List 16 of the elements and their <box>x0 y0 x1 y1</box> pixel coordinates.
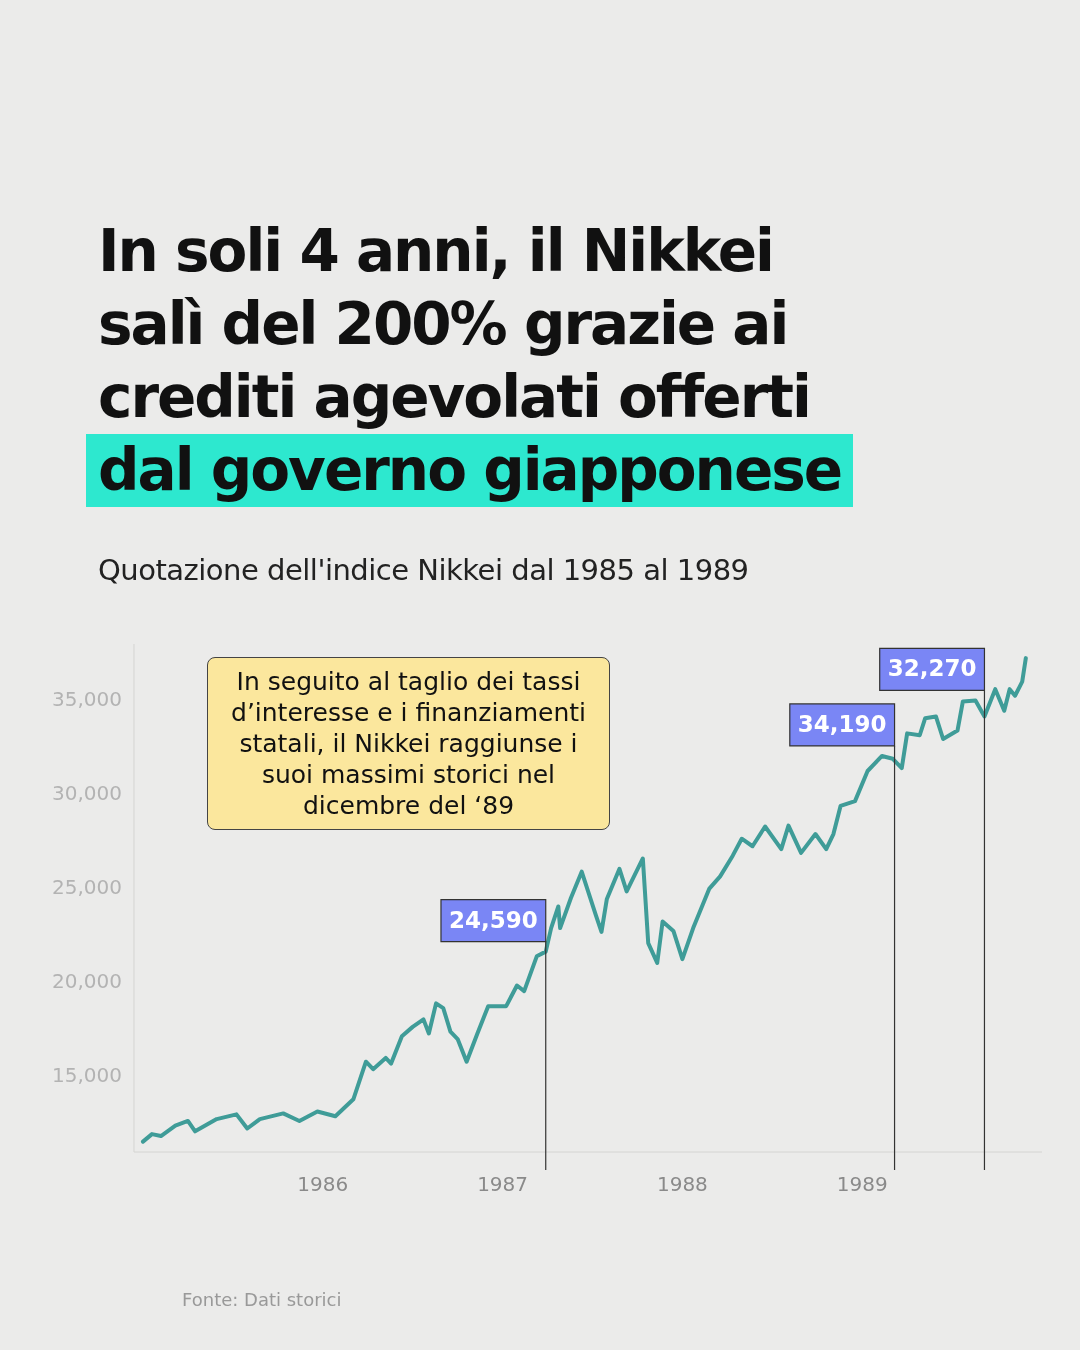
x-tick-label: 1986 <box>297 1172 349 1197</box>
y-tick-label: 30,000 <box>52 780 122 805</box>
y-tick-label: 35,000 <box>52 686 122 711</box>
x-tick-label: 1989 <box>836 1172 888 1197</box>
y-tick-label: 25,000 <box>52 874 122 899</box>
source-note: Fonte: Dati storici <box>182 1289 342 1310</box>
annotation: 24,590 <box>448 906 538 933</box>
y-tick-label: 15,000 <box>52 1062 122 1087</box>
chart-subtitle: Quotazione dell'indice Nikkei dal 1985 al 1989 <box>98 553 749 587</box>
annotation: In seguito al taglio dei tassi d’interesse e i finanziamenti statali, il Nikkei raggiunse i suoi massimi storici nel dicembre del ‘89 <box>207 657 610 830</box>
chart-title: In soli 4 anni, il Nikkei salì del 200% grazie ai crediti agevolati offerti dal governo giapponese <box>97 216 843 506</box>
annotation: 32,270 <box>887 655 977 682</box>
annotation: 34,190 <box>797 710 887 737</box>
x-tick-label: 1988 <box>656 1172 708 1197</box>
y-tick-label: 20,000 <box>52 968 122 993</box>
x-tick-label: 1987 <box>477 1172 529 1197</box>
